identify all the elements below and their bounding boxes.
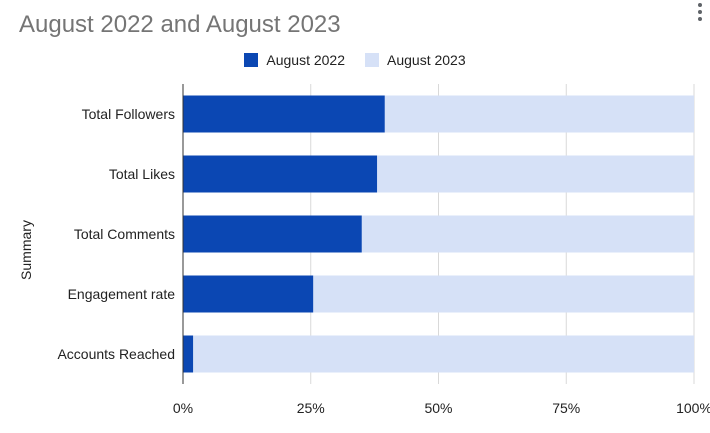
legend-label-2022: August 2022 bbox=[266, 52, 345, 68]
more-vert-icon[interactable] bbox=[690, 0, 710, 24]
legend-label-2023: August 2023 bbox=[387, 52, 466, 68]
legend-swatch-2022 bbox=[244, 53, 259, 67]
x-tick-label: 25% bbox=[297, 400, 325, 416]
bar-2023[interactable] bbox=[384, 95, 694, 133]
legend-swatch-2023 bbox=[365, 53, 379, 67]
x-tick-label: 100% bbox=[676, 400, 710, 416]
category-label: Total Comments bbox=[74, 226, 175, 242]
legend: August 2022 August 2023 bbox=[0, 52, 710, 68]
menu-dot bbox=[698, 17, 702, 21]
category-label: Engagement rate bbox=[68, 286, 176, 302]
category-label: Total Followers bbox=[82, 106, 175, 122]
category-label: Total Likes bbox=[109, 166, 175, 182]
bar-2022[interactable] bbox=[183, 95, 385, 133]
x-tick-label: 75% bbox=[552, 400, 580, 416]
x-tick-label: 50% bbox=[424, 400, 452, 416]
bar-2023[interactable] bbox=[313, 275, 694, 313]
bar-2023[interactable] bbox=[361, 215, 694, 253]
x-tick-label: 0% bbox=[173, 400, 193, 416]
category-label: Accounts Reached bbox=[57, 346, 175, 362]
bar-2023[interactable] bbox=[193, 335, 694, 373]
legend-item-2022[interactable]: August 2022 bbox=[244, 52, 345, 68]
bar-2022[interactable] bbox=[183, 215, 362, 253]
bar-2022[interactable] bbox=[183, 155, 378, 193]
bar-2022[interactable] bbox=[183, 335, 194, 373]
bar-2023[interactable] bbox=[377, 155, 694, 193]
chart-title: August 2022 and August 2023 bbox=[19, 11, 341, 38]
menu-dot bbox=[698, 3, 702, 7]
bar-2022[interactable] bbox=[183, 275, 314, 313]
menu-dot bbox=[698, 10, 702, 14]
legend-item-2023[interactable]: August 2023 bbox=[365, 52, 466, 68]
